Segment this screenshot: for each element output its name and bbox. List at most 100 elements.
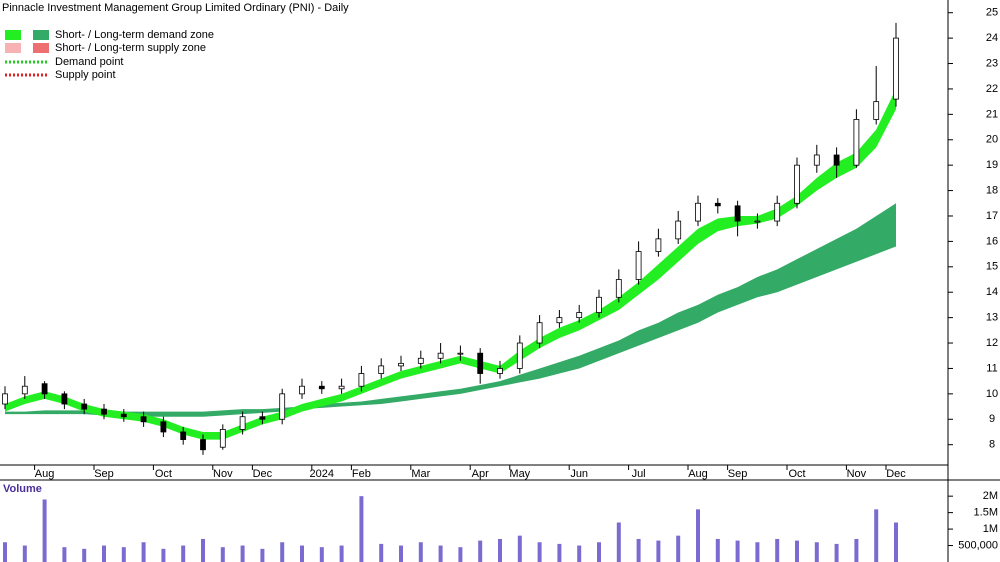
y-tick-label: 24	[986, 32, 998, 44]
long-term-zone	[5, 203, 896, 417]
y-tick-label: 10	[986, 388, 998, 400]
volume-bar	[775, 538, 780, 562]
candle-body	[833, 154, 840, 166]
legend-swatch	[5, 30, 21, 40]
volume-bar	[181, 545, 186, 562]
candle-body	[497, 368, 503, 374]
x-tick-label: Dec	[886, 468, 906, 480]
volume-bar	[418, 542, 423, 562]
volume-bar	[121, 547, 126, 562]
volume-bar	[715, 538, 720, 562]
x-tick-label: Mar	[411, 468, 430, 480]
x-tick-label: Aug	[688, 468, 708, 480]
candle-body	[358, 373, 365, 387]
short-term-zone	[5, 88, 896, 440]
x-tick-label: Apr	[472, 468, 489, 480]
volume-bar	[62, 547, 67, 562]
candle-body	[794, 164, 800, 204]
y-tick-label: 14	[986, 286, 998, 298]
legend-swatch	[33, 30, 49, 40]
candle-body	[318, 385, 325, 390]
legend-label: Demand point	[55, 56, 124, 68]
candle-body	[101, 408, 107, 415]
candle-body	[477, 352, 484, 374]
volume-bar	[300, 545, 304, 562]
candle-body	[61, 393, 68, 405]
candle-body	[675, 220, 682, 240]
volume-bar	[438, 545, 443, 562]
candle-body	[259, 416, 266, 420]
y-tick-label: 21	[986, 108, 998, 120]
y-tick-label: 17	[986, 210, 998, 222]
candle-body	[398, 362, 404, 367]
candle-body	[774, 202, 781, 222]
volume-bar	[557, 543, 562, 562]
candle-body	[873, 101, 880, 120]
legend-label: Supply point	[55, 69, 116, 81]
y-tick-label: 12	[986, 337, 998, 349]
candle-body	[695, 202, 701, 222]
volume-bar	[696, 509, 700, 562]
candle-body	[140, 416, 147, 423]
volume-bar	[220, 547, 225, 562]
volume-bar	[359, 496, 364, 562]
candle-body	[655, 238, 662, 252]
legend-label: Short- / Long-term demand zone	[55, 29, 214, 41]
volume-bar	[240, 545, 245, 562]
x-tick-label: Nov	[213, 468, 233, 480]
y-tick-label: 13	[986, 312, 998, 324]
candle-body	[596, 296, 602, 313]
y-tick-label: 1M	[983, 523, 998, 535]
y-tick-label: 18	[986, 184, 998, 196]
x-tick-label: May	[509, 468, 530, 480]
y-tick-label: 15	[986, 261, 998, 273]
x-tick-label: Jun	[570, 468, 588, 480]
volume-bar	[260, 548, 265, 562]
candle-body	[754, 220, 761, 223]
legend-swatch	[33, 43, 49, 53]
volume-bar	[141, 542, 146, 562]
x-tick-label: Oct	[788, 468, 805, 480]
volume-bar	[814, 542, 819, 562]
candle-body	[417, 357, 424, 364]
volume-bar	[22, 545, 27, 562]
x-tick-label: Jul	[632, 468, 646, 480]
y-tick-label: 2M	[983, 490, 998, 502]
y-tick-label: 25	[986, 7, 998, 19]
volume-bar	[42, 499, 47, 562]
candle-body	[536, 322, 543, 344]
candle-body	[180, 431, 187, 440]
candle-body	[576, 312, 583, 319]
x-tick-label: Aug	[35, 468, 55, 480]
x-tick-label: 2024	[310, 468, 334, 480]
volume-bar	[755, 542, 760, 562]
volume-bar	[280, 542, 285, 562]
volume-bar	[676, 535, 681, 562]
candle-body	[200, 439, 206, 451]
candle-body	[635, 251, 642, 280]
candle-body	[338, 385, 345, 390]
volume-bar	[636, 538, 641, 562]
volume-bar	[656, 540, 661, 562]
candle-body	[160, 421, 167, 433]
x-tick-label: Sep	[728, 468, 748, 480]
x-tick-label: Dec	[253, 468, 273, 480]
legend-swatch	[5, 43, 21, 53]
volume-bar	[339, 545, 344, 562]
volume-bar	[735, 540, 740, 562]
y-tick-label: 8	[989, 439, 995, 451]
candle-body	[279, 393, 286, 420]
candle-body	[457, 352, 464, 355]
x-tick-label: Feb	[352, 468, 371, 480]
candle-body	[219, 429, 226, 448]
volume-bar	[3, 542, 7, 562]
candle-body	[437, 352, 444, 359]
candle-body	[81, 403, 88, 410]
candle-body	[615, 279, 622, 298]
candle-body	[239, 416, 246, 430]
y-tick-label: 11	[986, 362, 997, 374]
y-tick-label: 20	[986, 134, 998, 146]
chart-title: Pinnacle Investment Management Group Lim…	[2, 2, 349, 14]
volume-bar	[82, 548, 87, 562]
